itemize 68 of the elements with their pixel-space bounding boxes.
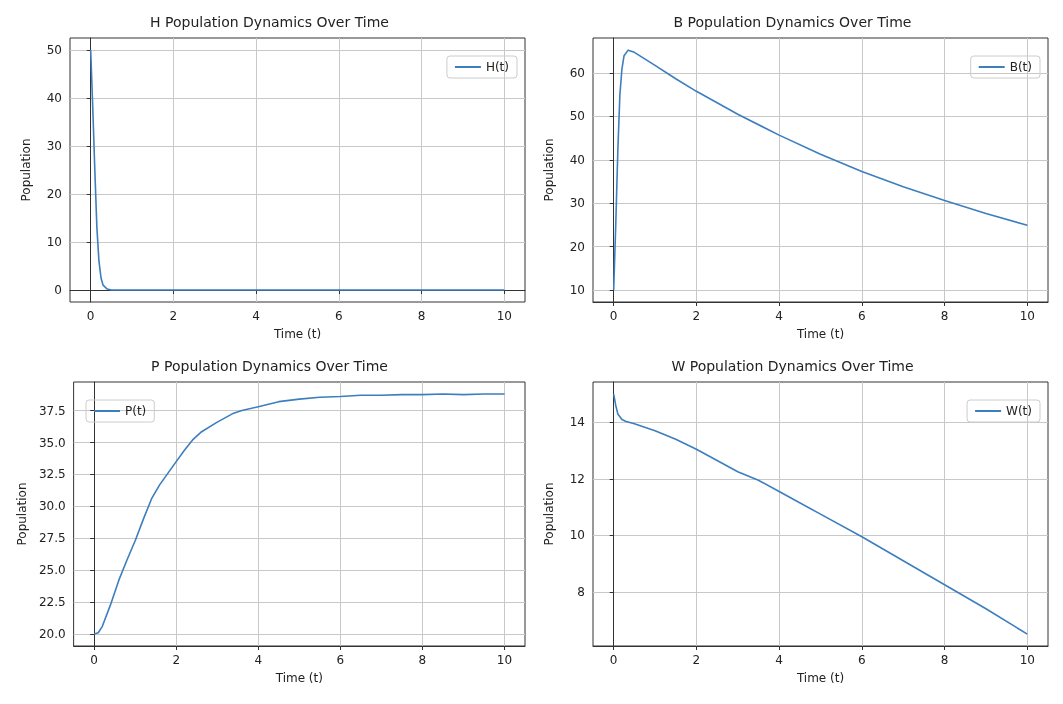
- y-tick-label: 60: [569, 66, 585, 81]
- x-tick-label: 0: [609, 309, 618, 323]
- y-tick-label: 30.0: [38, 499, 66, 514]
- x-axis-title: Time (t): [795, 327, 845, 341]
- line-series: [612, 49, 1029, 291]
- x-tick-label: 4: [252, 309, 260, 323]
- y-tick-label: 20: [46, 187, 62, 201]
- x-tick-label: 4: [254, 653, 263, 667]
- x-tick-label: 8: [417, 309, 426, 323]
- y-tick-label: 30: [569, 196, 585, 211]
- y-tick-label: 27.5: [38, 531, 66, 546]
- legend-label: P(t): [125, 404, 147, 418]
- x-tick-label: 2: [692, 309, 701, 323]
- y-tick-label: 8: [577, 584, 585, 599]
- y-axis-title: Population: [542, 482, 556, 546]
- y-tick-label: 30: [46, 139, 62, 153]
- y-tick-label: 20.0: [38, 627, 66, 641]
- x-tick-label: 4: [775, 309, 783, 323]
- x-axis-title: Time (t): [272, 327, 322, 341]
- y-tick-label: 37.5: [38, 403, 66, 418]
- x-tick-label: 6: [336, 653, 345, 667]
- chart-title: H Population Dynamics Over Time: [150, 14, 389, 30]
- x-tick-label: 10: [1019, 653, 1035, 667]
- x-axis-title: Time (t): [795, 671, 845, 685]
- x-tick-label: 6: [858, 309, 866, 323]
- y-tick-label: 35.0: [38, 435, 66, 450]
- y-tick-label: 50: [569, 109, 585, 124]
- legend-label: W(t): [1006, 404, 1032, 418]
- y-tick-label: 10: [569, 528, 585, 543]
- x-tick-label: 2: [169, 309, 178, 323]
- legend-label: B(t): [1009, 60, 1033, 74]
- x-tick-label: 10: [496, 309, 512, 323]
- x-tick-label: 8: [418, 653, 427, 667]
- y-tick-label: 25.0: [38, 563, 66, 578]
- chart-title: P Population Dynamics Over Time: [151, 358, 388, 374]
- y-axis-title: Population: [15, 482, 29, 546]
- line-series: [89, 49, 506, 291]
- x-tick-label: 2: [172, 653, 181, 667]
- x-tick-label: 10: [496, 653, 513, 667]
- y-tick-label: 50: [46, 43, 62, 57]
- x-tick-label: 6: [858, 653, 866, 667]
- x-tick-label: 0: [86, 309, 95, 323]
- x-axis-title: Time (t): [274, 671, 323, 685]
- legend-label: H(t): [485, 60, 509, 74]
- y-tick-label: 40: [569, 152, 585, 167]
- y-tick-label: 20: [569, 239, 585, 254]
- y-tick-label: 0: [54, 283, 62, 297]
- y-axis-title: Population: [542, 138, 556, 202]
- y-tick-label: 32.5: [38, 467, 66, 482]
- x-tick-label: 8: [940, 653, 949, 667]
- x-tick-label: 0: [90, 653, 98, 667]
- y-tick-label: 10: [569, 282, 585, 297]
- y-axis-title: Population: [19, 138, 33, 202]
- x-tick-label: 8: [940, 309, 949, 323]
- line-series: [93, 393, 506, 635]
- chart-title: W Population Dynamics Over Time: [671, 358, 914, 374]
- chart-title: B Population Dynamics Over Time: [673, 14, 912, 30]
- y-tick-label: 22.5: [38, 595, 66, 610]
- y-tick-label: 14: [569, 415, 585, 430]
- line-series: [612, 393, 1029, 635]
- x-tick-label: 2: [692, 653, 701, 667]
- y-tick-label: 10: [46, 235, 62, 249]
- y-tick-label: 40: [46, 91, 62, 105]
- x-tick-label: 0: [609, 653, 618, 667]
- x-tick-label: 4: [775, 653, 783, 667]
- x-tick-label: 10: [1019, 309, 1035, 323]
- x-tick-label: 6: [335, 309, 343, 323]
- y-tick-label: 12: [569, 471, 585, 486]
